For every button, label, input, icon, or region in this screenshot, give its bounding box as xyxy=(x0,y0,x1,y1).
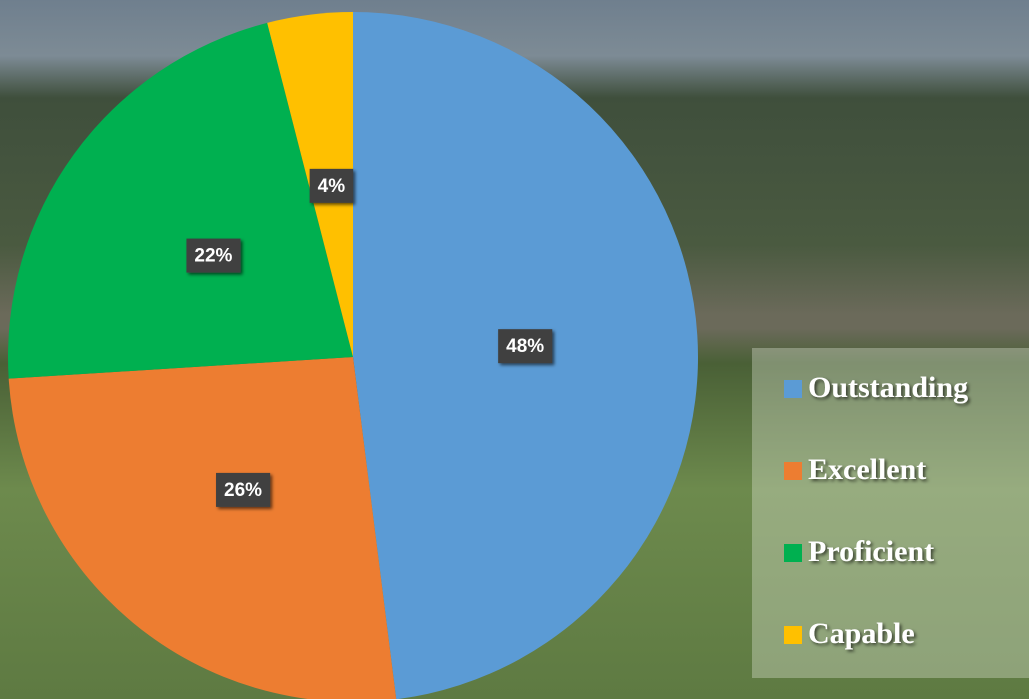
legend-swatch xyxy=(784,626,802,644)
legend-label: Proficient xyxy=(808,535,934,568)
data-label-group: 22% xyxy=(186,239,240,273)
pie-slice xyxy=(9,357,397,699)
legend-label: Outstanding xyxy=(808,371,968,404)
data-label-group: 4% xyxy=(310,169,354,203)
data-label: 48% xyxy=(506,336,544,357)
data-label-group: 26% xyxy=(216,473,270,507)
data-label: 26% xyxy=(224,480,262,501)
data-label-group: 48% xyxy=(498,329,552,363)
chart: 48% 26% 22% 4% Outstanding Excellent Proficien… xyxy=(0,0,1029,699)
data-label: 22% xyxy=(194,246,232,267)
legend-swatch xyxy=(784,462,802,480)
legend-label: Excellent xyxy=(808,453,926,486)
page: 48% 26% 22% 4% Outstanding Excellent Proficien… xyxy=(0,0,1029,699)
legend-swatch xyxy=(784,544,802,562)
legend-swatch xyxy=(784,380,802,398)
legend-label: Capable xyxy=(808,617,915,650)
data-label: 4% xyxy=(318,176,346,197)
